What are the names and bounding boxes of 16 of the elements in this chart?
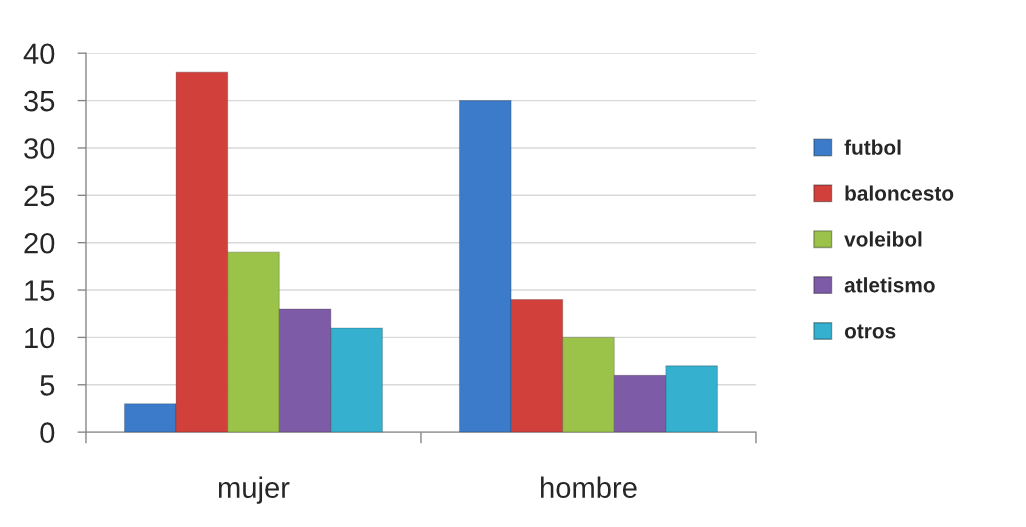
y-tick-label: 40 <box>23 43 55 65</box>
y-tick-label: 20 <box>24 232 55 254</box>
legend-label: voleibol <box>844 231 922 247</box>
y-tick-label: 25 <box>24 185 55 207</box>
legend-label: baloncesto <box>845 185 954 201</box>
y-tick-label: 10 <box>25 327 55 349</box>
y-tick-label: 35 <box>24 90 55 112</box>
y-tick-label: 0 <box>40 422 55 443</box>
legend-label: otros <box>844 324 896 339</box>
x-tick-label: hombre <box>541 476 637 499</box>
x-tick-label: mujer <box>218 476 290 504</box>
y-tick-label: 5 <box>40 375 55 396</box>
y-tick-label: 15 <box>25 280 55 301</box>
y-tick-label: 30 <box>24 138 55 159</box>
legend-label: futbol <box>844 139 901 155</box>
legend-label: atletismo <box>844 277 935 293</box>
